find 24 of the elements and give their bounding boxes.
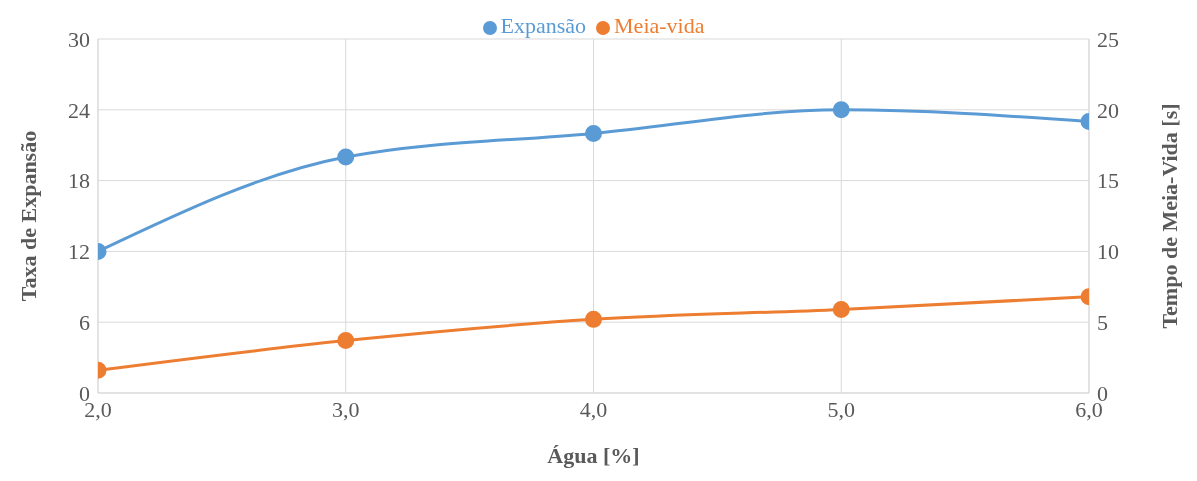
point [585, 310, 602, 328]
x-axis-title: Água [%] [547, 443, 640, 468]
point [585, 124, 602, 142]
y2-tick-label: 20 [1097, 97, 1119, 123]
point [832, 300, 850, 318]
y2-tick-label: 5 [1097, 310, 1108, 336]
y-axis-title: Taxa de Expansão [15, 130, 41, 302]
point [337, 332, 355, 350]
y-tick-label: 12 [68, 239, 90, 265]
y2-tick-label: 25 [1097, 26, 1119, 52]
y-tick-label: 6 [79, 310, 90, 336]
x-tick-label: 4,0 [579, 396, 608, 422]
legend-label: Meia-vida [614, 13, 705, 38]
y-tick-label: 24 [68, 97, 90, 123]
y2-tick-label: 10 [1097, 239, 1119, 265]
y2-axis-title: Tempo de Meia-Vida [s] [1156, 103, 1182, 329]
y2-tick-label: 15 [1097, 168, 1119, 194]
y-tick-label: 18 [68, 168, 90, 194]
point [832, 101, 850, 119]
legend-label: Expansão [500, 13, 587, 38]
point [337, 148, 355, 166]
y-tick-label: 30 [68, 26, 90, 52]
x-tick-label: 3,0 [332, 396, 360, 422]
x-tick-label: 5,0 [827, 396, 855, 422]
